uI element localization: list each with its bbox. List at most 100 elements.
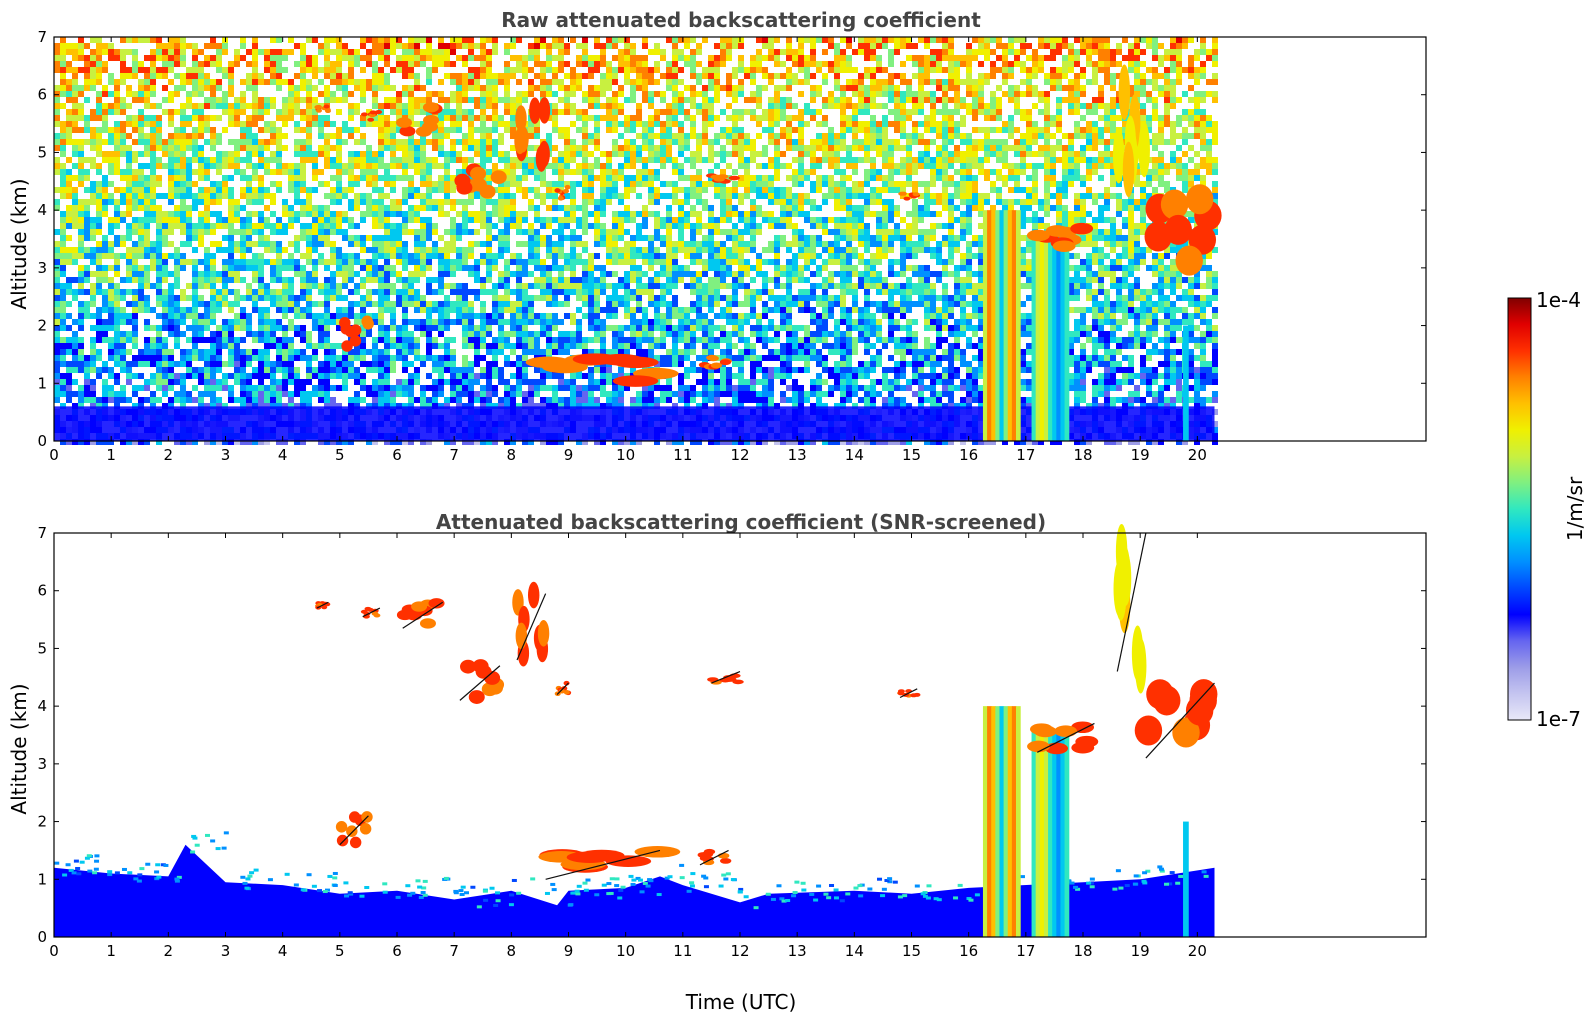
cloud-cell [557,196,564,201]
cloud-cell [360,112,368,117]
cloud-cell [538,97,551,124]
x-tick-label: 0 [49,446,59,464]
cloud-cell [912,192,920,197]
precipitation-column [1060,729,1066,937]
cloud-cell [535,145,548,172]
x-tick-label: 17 [1016,942,1035,960]
cloud-cell [515,105,527,132]
x-tick-label: 2 [164,446,174,464]
feature-layer [314,64,1222,441]
colorbar-gradient [1507,297,1532,721]
cloud-cell [898,191,906,196]
cloud-cell [1045,225,1069,237]
cloud-cell [527,581,540,609]
cloud-edge [899,688,918,699]
cloud-cell [359,822,372,835]
cloud-edge [1036,722,1095,753]
x-tick-label: 6 [392,942,402,960]
y-tick-label: 2 [37,317,47,335]
cloud-cell [349,836,362,849]
cloud-cell [910,693,918,698]
cloud-cell [710,362,723,369]
cloud-edge [316,601,329,609]
y-tick-label: 0 [37,432,47,450]
cloud-cell [367,117,375,122]
cloud-cell [1118,64,1131,120]
y-tick-label: 5 [37,639,47,657]
cloud-cell [1175,245,1203,276]
colorbar-min-label: 1e-7 [1536,707,1581,731]
y-tick-label: 7 [37,524,47,542]
cloud-cell [1134,715,1163,746]
cloud-cell [341,340,353,352]
x-tick-label: 15 [902,446,921,464]
cloud-edge [339,815,369,846]
y-tick-label: 3 [37,259,47,277]
precipitation-column [1031,729,1037,937]
bottom-panel-plot-area [54,523,1426,937]
cloud-cell [1185,184,1214,215]
cloud-cell [728,175,740,181]
cloud-cell [897,691,905,696]
bottom-panel: Attenuated backscattering coefficient (S… [7,510,1427,1014]
cloud-cell [1070,222,1094,235]
cloud-cell [411,601,428,612]
cloud-cell [340,323,352,335]
y-tick-label: 6 [37,582,47,600]
cloud-cell [419,618,436,629]
cloud-edge [402,601,444,629]
precipitation-column [1064,729,1070,937]
cloud-cell [1052,240,1076,252]
x-tick-label: 6 [392,446,402,464]
cloud-cell [1160,189,1189,220]
x-tick-label: 3 [221,942,231,960]
y-tick-label: 1 [37,374,47,392]
precipitation-column [1043,233,1049,441]
cloud-cell [732,679,744,685]
cloud-cell [1152,685,1181,716]
cloud-edge [545,849,661,880]
precipitation-column [1048,729,1053,937]
cloud-edge [1145,682,1215,759]
x-tick-label: 14 [845,446,864,464]
y-tick-label: 7 [37,28,47,46]
colorbar-max-label: 1e-4 [1536,288,1581,312]
cloud-cell [1027,740,1050,753]
cloud-cell [314,105,321,110]
colorbar-unit-label: 1/m/sr [1563,476,1587,541]
cloud-cell [713,177,725,182]
cloud-cell [470,166,487,181]
x-tick-label: 5 [335,446,345,464]
x-tick-label: 10 [616,942,635,960]
cloud-cell [1185,695,1214,726]
cloud-cell [321,605,328,610]
cloud-edge [459,665,501,701]
precipitation-column [987,210,992,441]
precipitation-column [991,210,996,441]
x-tick-label: 3 [221,446,231,464]
x-tick-label: 10 [616,446,635,464]
precipitation-column [1056,233,1062,441]
x-tick-label: 19 [1131,942,1150,960]
precipitation-column [1007,210,1013,441]
cloud-cell [1122,141,1135,198]
x-tick-label: 8 [507,942,517,960]
cloud-cell [1075,735,1099,748]
cloud-cell [323,104,330,109]
x-tick-label: 18 [1073,446,1092,464]
precipitation-column [1015,706,1021,937]
cloud-cell [399,126,416,137]
precipitation-column [995,210,1001,441]
cloud-edge [711,670,741,684]
cloud-cell [428,598,445,609]
precipitation-column [1052,729,1057,937]
cloud-cell [349,335,362,347]
precipitation-column [1039,729,1045,937]
x-tick-label: 1 [106,446,116,464]
cloud-cell [373,613,381,618]
cloud-cell [1112,127,1125,184]
aerosol-column [1183,821,1189,937]
x-tick-label: 17 [1016,446,1035,464]
x-tick-label: 11 [673,942,692,960]
